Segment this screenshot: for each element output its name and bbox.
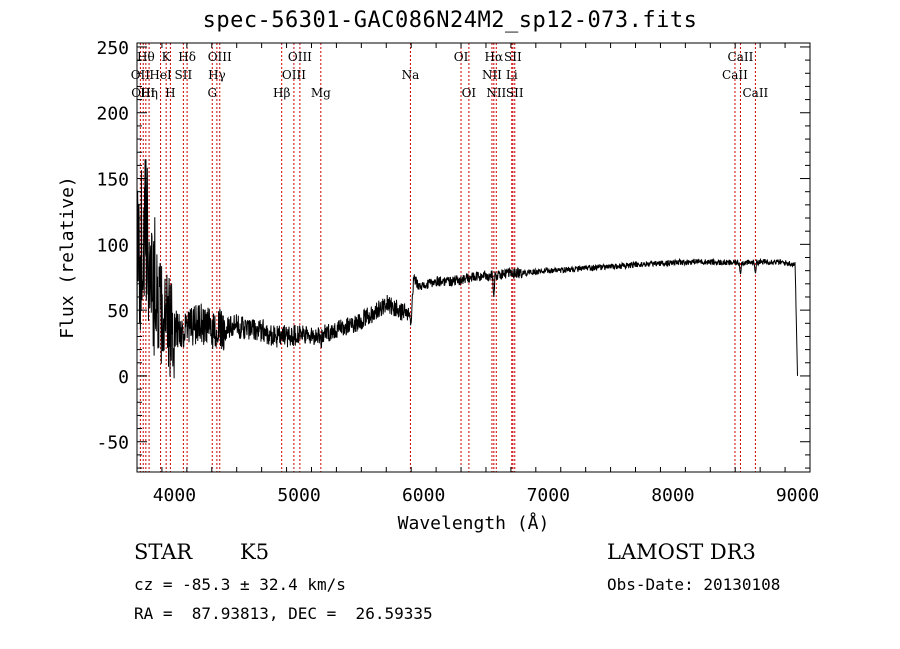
chart-title: spec-56301-GAC086N24M2_sp12-073.fits bbox=[202, 8, 698, 33]
line-marker-label: NII bbox=[482, 68, 502, 82]
observation-date: Obs-Date: 20130108 bbox=[607, 575, 781, 594]
x-tick-label: 8000 bbox=[651, 485, 694, 506]
y-tick-label: 200 bbox=[96, 104, 129, 125]
survey-name: LAMOST DR3 bbox=[607, 540, 756, 564]
y-tick-label: 100 bbox=[96, 235, 129, 256]
y-tick-label: 50 bbox=[107, 301, 129, 322]
line-marker-label: Hδ bbox=[178, 50, 196, 64]
redshift-value: cz = -85.3 ± 32.4 km/s bbox=[134, 575, 346, 594]
y-axis-ticks: -50 0 50 100 150 200 250 bbox=[96, 38, 810, 469]
spectrum-series bbox=[136, 159, 798, 379]
line-marker-label: OI bbox=[462, 86, 477, 100]
line-marker-label: OIII bbox=[288, 50, 312, 64]
line-marker-label: Hη bbox=[140, 86, 158, 100]
line-marker-label: G bbox=[207, 86, 217, 100]
line-marker-label: CaII bbox=[742, 86, 768, 100]
line-marker-label: CaII bbox=[722, 68, 748, 82]
x-tick-label: 4000 bbox=[153, 485, 196, 506]
x-axis-ticks: 4000 5000 6000 7000 8000 9000 bbox=[136, 43, 819, 506]
line-markers bbox=[139, 43, 756, 472]
line-marker-label: K bbox=[162, 50, 172, 64]
line-marker-label: H bbox=[165, 86, 175, 100]
coordinates: RA = 87.93813, DEC = 26.59335 bbox=[134, 604, 433, 623]
line-marker-label: OIII bbox=[282, 68, 306, 82]
line-marker-label: SII bbox=[506, 86, 524, 100]
y-tick-label: -50 bbox=[96, 433, 129, 454]
x-axis-label: Wavelength (Å) bbox=[398, 512, 550, 534]
y-tick-label: 0 bbox=[118, 367, 129, 388]
line-marker-labels: OIIOIIIHθHηHeIKHSIIHδGHγOIIIHβOIIIOIIIMg… bbox=[131, 50, 769, 100]
line-marker-label: Li bbox=[506, 68, 518, 82]
line-marker-label: OI bbox=[454, 50, 469, 64]
object-class: STAR bbox=[134, 540, 193, 564]
line-marker-label: Na bbox=[402, 68, 420, 82]
line-marker-label: Hα bbox=[485, 50, 504, 64]
x-tick-label: 7000 bbox=[527, 485, 570, 506]
line-marker-label: HeI bbox=[149, 68, 172, 82]
line-marker-label: NII bbox=[486, 86, 506, 100]
line-marker-label: SII bbox=[504, 50, 522, 64]
y-tick-label: 250 bbox=[96, 38, 129, 59]
line-marker-label: CaII bbox=[728, 50, 754, 64]
line-marker-label: SII bbox=[175, 68, 193, 82]
line-marker-label: OII bbox=[131, 68, 151, 82]
line-marker-label: Hθ bbox=[137, 50, 155, 64]
plot-frame bbox=[136, 42, 811, 473]
object-subclass: K5 bbox=[240, 540, 270, 564]
y-tick-label: 150 bbox=[96, 170, 129, 191]
line-marker-label: Hβ bbox=[273, 86, 290, 100]
line-marker-label: Mg bbox=[311, 86, 331, 100]
y-axis-label: Flux (relative) bbox=[57, 176, 78, 339]
x-tick-label: 9000 bbox=[776, 485, 819, 506]
x-tick-label: 6000 bbox=[402, 485, 445, 506]
x-tick-label: 5000 bbox=[277, 485, 320, 506]
line-marker-label: OIII bbox=[208, 50, 232, 64]
line-marker-label: Hγ bbox=[208, 68, 226, 82]
